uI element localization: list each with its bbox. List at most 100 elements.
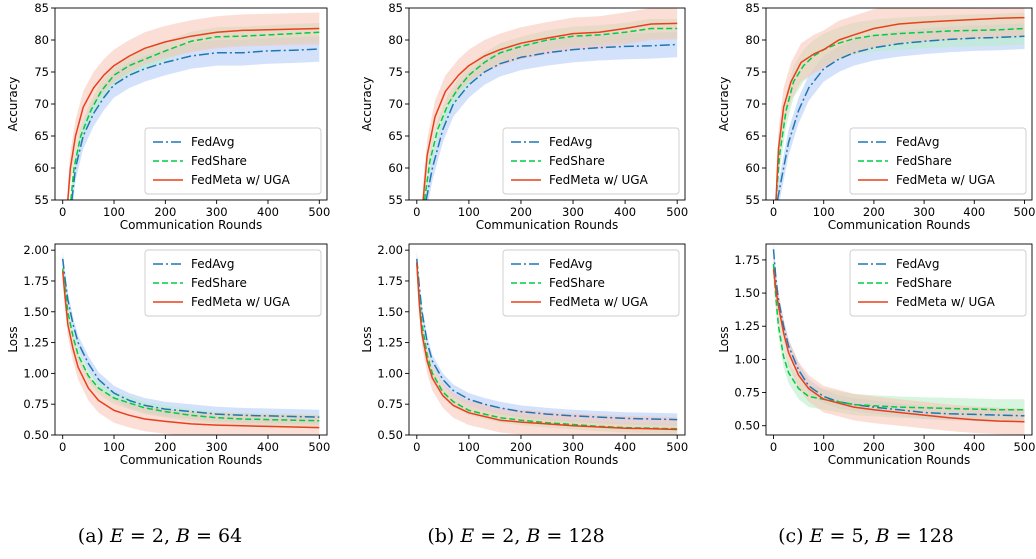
y-tick-label: 55 bbox=[388, 193, 403, 207]
line-fedshare bbox=[61, 268, 320, 422]
y-tick-label: 0.50 bbox=[734, 419, 760, 433]
plot-area bbox=[775, 8, 1025, 200]
line-fedshare bbox=[70, 31, 320, 200]
x-tick-label: 100 bbox=[813, 205, 835, 219]
x-axis-label: Communication Rounds bbox=[828, 218, 971, 232]
y-tick-label: 1.50 bbox=[23, 305, 49, 319]
x-tick-label: 400 bbox=[963, 205, 985, 219]
y-tick-label: 0.75 bbox=[377, 397, 403, 411]
legend-box bbox=[502, 249, 680, 317]
y-axis-label: Accuracy bbox=[6, 77, 20, 132]
legend-label-fedavg: FedAvg bbox=[191, 257, 234, 271]
y-axis-label: Loss bbox=[6, 326, 20, 352]
legend-label-fedmeta: FedMeta w/ UGA bbox=[191, 295, 291, 309]
plot-area bbox=[422, 8, 678, 200]
x-tick-label: 400 bbox=[963, 440, 985, 454]
chart-b-loss: 0 100 200 300 400 500 0.50 0.75 1.00 1.25 1.50 1.75… bbox=[360, 243, 688, 467]
x-tick-label: 0 bbox=[59, 205, 66, 219]
y-tick-label: 80 bbox=[34, 33, 49, 47]
x-tick-label: 300 bbox=[206, 440, 228, 454]
x-tick-label: 0 bbox=[413, 440, 420, 454]
axes-frame bbox=[408, 243, 686, 436]
line-fedmeta bbox=[422, 22, 678, 200]
y-tick-label: 80 bbox=[745, 33, 760, 47]
y-tick-label: 1.75 bbox=[377, 274, 403, 288]
x-tick-label: 500 bbox=[666, 205, 688, 219]
y-tick-label: 0.50 bbox=[377, 428, 403, 442]
band-fedavg bbox=[71, 36, 320, 200]
caption-a: (a) E = 2, B = 64 bbox=[77, 525, 243, 547]
caption-c: (c) E = 5, B = 128 bbox=[778, 525, 954, 547]
x-tick-label: 400 bbox=[614, 205, 636, 219]
x-axis-label: Communication Rounds bbox=[120, 218, 263, 232]
y-tick-label: 70 bbox=[34, 97, 49, 111]
line-fedavg bbox=[71, 48, 320, 200]
y-tick-label: 1.25 bbox=[23, 336, 49, 350]
axes-frame bbox=[54, 243, 328, 436]
y-tick-label: 1.00 bbox=[23, 366, 49, 380]
legend-label-fedmeta: FedMeta w/ UGA bbox=[896, 173, 996, 187]
y-tick-label: 70 bbox=[388, 97, 403, 111]
x-tick-label: 500 bbox=[1013, 205, 1035, 219]
legend-label-fedmeta: FedMeta w/ UGA bbox=[896, 295, 996, 309]
plot-area bbox=[772, 244, 1025, 435]
x-tick-label: 200 bbox=[510, 205, 532, 219]
chart-a-acc: 0 100 200 300 400 500 55 60 65 70 75 80 85 Communicat… bbox=[6, 1, 330, 232]
y-axis-label: Accuracy bbox=[360, 77, 374, 132]
legend-box bbox=[502, 127, 680, 195]
y-tick-label: 85 bbox=[34, 1, 49, 15]
x-tick-label: 200 bbox=[863, 440, 885, 454]
x-tick-label: 500 bbox=[308, 440, 330, 454]
legend-label-fedmeta: FedMeta w/ UGA bbox=[549, 295, 649, 309]
band-fedmeta bbox=[416, 250, 678, 435]
y-tick-label: 60 bbox=[388, 161, 403, 175]
line-fedmeta bbox=[61, 271, 320, 429]
x-tick-label: 300 bbox=[913, 440, 935, 454]
x-tick-label: 0 bbox=[770, 440, 777, 454]
legend-label-fedavg: FedAvg bbox=[896, 135, 939, 149]
chart-b-acc: 0 100 200 300 400 500 55 60 65 70 75 80 85 Communicat… bbox=[360, 1, 688, 232]
line-fedshare bbox=[772, 263, 1025, 411]
x-axis-label: Communication Rounds bbox=[476, 453, 619, 467]
y-tick-label: 65 bbox=[745, 129, 760, 143]
legend-box bbox=[849, 249, 1027, 317]
x-tick-label: 200 bbox=[154, 205, 176, 219]
band-fedmeta bbox=[773, 255, 1025, 435]
legend-label-fedshare: FedShare bbox=[896, 276, 952, 290]
y-tick-label: 1.50 bbox=[734, 286, 760, 300]
line-fedavg bbox=[776, 35, 1025, 200]
caption-b: (b) E = 2, B = 128 bbox=[427, 525, 605, 547]
x-axis-label: Communication Rounds bbox=[120, 453, 263, 467]
y-tick-label: 75 bbox=[745, 65, 760, 79]
y-tick-label: 1.75 bbox=[23, 274, 49, 288]
y-tick-label: 75 bbox=[34, 65, 49, 79]
x-tick-label: 300 bbox=[562, 440, 584, 454]
x-tick-label: 0 bbox=[413, 205, 420, 219]
legend-box bbox=[849, 127, 1027, 195]
line-fedavg bbox=[772, 249, 1025, 417]
y-tick-label: 85 bbox=[745, 1, 760, 15]
x-tick-label: 200 bbox=[154, 440, 176, 454]
x-tick-label: 100 bbox=[813, 440, 835, 454]
y-tick-label: 0.75 bbox=[23, 397, 49, 411]
y-tick-label: 1.25 bbox=[734, 319, 760, 333]
y-axis-label: Loss bbox=[717, 326, 731, 352]
x-tick-label: 100 bbox=[103, 205, 125, 219]
x-tick-label: 100 bbox=[458, 440, 480, 454]
y-tick-label: 1.00 bbox=[734, 352, 760, 366]
y-tick-label: 60 bbox=[745, 161, 760, 175]
plot-area bbox=[416, 250, 678, 435]
plot-area bbox=[61, 251, 320, 435]
x-axis-label: Communication Rounds bbox=[828, 453, 971, 467]
x-tick-label: 300 bbox=[206, 205, 228, 219]
x-tick-label: 400 bbox=[614, 440, 636, 454]
band-fedmeta bbox=[67, 12, 320, 200]
legend-label-fedmeta: FedMeta w/ UGA bbox=[549, 173, 649, 187]
line-fedmeta bbox=[772, 269, 1025, 423]
band-fedshare bbox=[773, 253, 1025, 421]
x-tick-label: 300 bbox=[913, 205, 935, 219]
line-fedmeta bbox=[416, 262, 678, 431]
y-tick-label: 60 bbox=[34, 161, 49, 175]
y-tick-label: 2.00 bbox=[23, 243, 49, 257]
